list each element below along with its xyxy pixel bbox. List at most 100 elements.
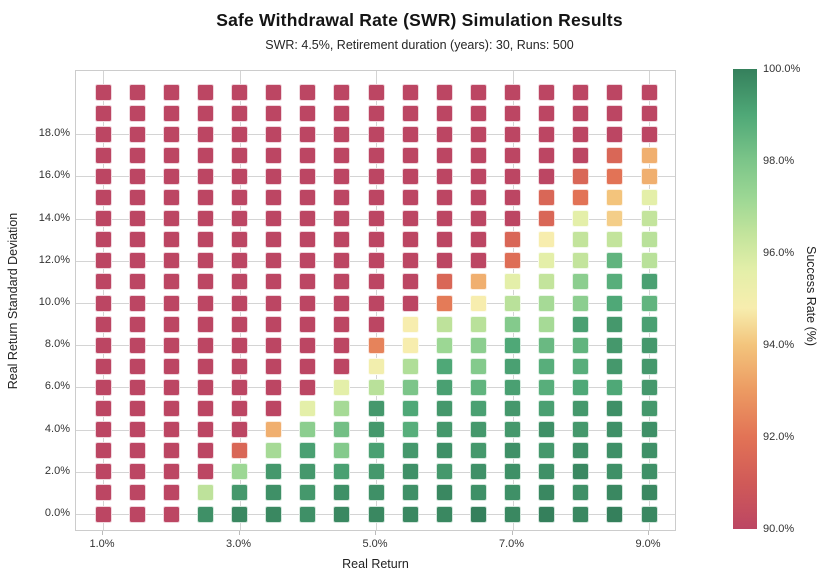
heatmap-cell <box>367 189 385 206</box>
heatmap-cell <box>367 167 385 185</box>
heatmap-cell <box>367 463 385 481</box>
heatmap-cell <box>538 167 556 185</box>
heatmap-cell <box>469 505 487 523</box>
heatmap-cell <box>231 315 248 333</box>
heatmap-cell <box>231 189 248 206</box>
heatmap-cell <box>299 146 317 164</box>
heatmap-cell <box>538 294 556 312</box>
heatmap-cell <box>401 231 419 249</box>
heatmap-cell <box>196 484 214 502</box>
colorbar-tick-label: 94.0% <box>763 339 795 351</box>
heatmap-cell <box>469 294 487 312</box>
heatmap-cell <box>231 463 248 481</box>
heatmap-cell <box>538 252 556 270</box>
heatmap-cell <box>367 421 385 439</box>
heatmap-cell <box>333 315 351 333</box>
heatmap-cell <box>333 421 351 439</box>
heatmap-cell <box>94 146 112 164</box>
heatmap-cell <box>606 104 624 122</box>
x-tick-label: 3.0% <box>225 538 252 550</box>
heatmap-cell <box>333 484 351 502</box>
heatmap-cell <box>196 104 214 122</box>
heatmap-cell <box>367 252 385 270</box>
heatmap-cell <box>231 231 248 249</box>
heatmap-cell <box>469 273 487 291</box>
heatmap-cell <box>606 125 624 143</box>
heatmap-cell <box>469 210 487 228</box>
heatmap-cell <box>128 167 146 185</box>
heatmap-cell <box>299 83 317 101</box>
heatmap-cell <box>94 421 112 439</box>
heatmap-cell <box>435 83 453 101</box>
heatmap-cell <box>401 378 419 396</box>
heatmap-cell <box>128 421 146 439</box>
heatmap-cell <box>640 442 658 460</box>
heatmap-cell <box>640 104 658 122</box>
heatmap-cell <box>606 400 624 417</box>
heatmap-cell <box>94 463 112 481</box>
heatmap-cell <box>299 378 317 396</box>
heatmap-cell <box>435 294 453 312</box>
heatmap-cell <box>538 378 556 396</box>
heatmap-cell <box>231 252 248 270</box>
heatmap-cell <box>162 83 180 101</box>
heatmap-cell <box>265 104 283 122</box>
colorbar-axis-label: Success Rate (%) <box>804 245 818 347</box>
heatmap-cell <box>299 294 317 312</box>
heatmap-cell <box>572 378 590 396</box>
heatmap-cell <box>265 463 283 481</box>
y-tick-label: 8.0% <box>44 338 70 351</box>
heatmap-cell <box>469 252 487 270</box>
heatmap-cell <box>367 294 385 312</box>
heatmap-cell <box>94 167 112 185</box>
y-axis-label: Real Return Standard Deviation <box>6 212 20 390</box>
heatmap-cell <box>299 505 317 523</box>
heatmap-cell <box>469 315 487 333</box>
heatmap-cell <box>231 210 248 228</box>
heatmap-cell <box>504 484 521 502</box>
heatmap-cell <box>640 315 658 333</box>
heatmap-cell <box>469 104 487 122</box>
heatmap-cell <box>128 442 146 460</box>
heatmap-cell <box>162 336 180 354</box>
heatmap-cell <box>469 83 487 101</box>
heatmap-cell <box>504 125 521 143</box>
heatmap-cell <box>538 421 556 439</box>
heatmap-cell <box>231 505 248 523</box>
x-tick-mark <box>375 531 376 535</box>
heatmap-cell <box>640 231 658 249</box>
x-tick-label: 9.0% <box>635 538 661 550</box>
y-tick-label: 18.0% <box>38 127 70 140</box>
heatmap-cell <box>196 400 214 417</box>
heatmap-cell <box>162 146 180 164</box>
heatmap-cell <box>128 125 146 143</box>
heatmap-cell <box>196 442 214 460</box>
heatmap-cell <box>94 210 112 228</box>
heatmap-cell <box>196 83 214 101</box>
heatmap-cell <box>504 231 521 249</box>
heatmap-cell <box>299 400 317 417</box>
heatmap-cell <box>435 125 453 143</box>
heatmap-cell <box>94 273 112 291</box>
heatmap-cell <box>299 231 317 249</box>
heatmap-cell <box>435 463 453 481</box>
heatmap-cell <box>435 484 453 502</box>
heatmap-cell <box>469 231 487 249</box>
heatmap-cell <box>196 357 214 375</box>
heatmap-cell <box>572 252 590 270</box>
colorbar-tick-label: 100.0% <box>763 63 801 75</box>
heatmap-cell <box>196 231 214 249</box>
heatmap-cell <box>299 167 317 185</box>
heatmap-cell <box>299 315 317 333</box>
heatmap-cell <box>162 315 180 333</box>
heatmap-cell <box>196 463 214 481</box>
heatmap-cell <box>265 231 283 249</box>
heatmap-cell <box>504 146 521 164</box>
heatmap-cell <box>162 442 180 460</box>
heatmap-cell <box>640 125 658 143</box>
heatmap-cell <box>196 189 214 206</box>
heatmap-cell <box>367 315 385 333</box>
heatmap-cell <box>435 104 453 122</box>
heatmap-cell <box>401 252 419 270</box>
heatmap-cell <box>640 484 658 502</box>
